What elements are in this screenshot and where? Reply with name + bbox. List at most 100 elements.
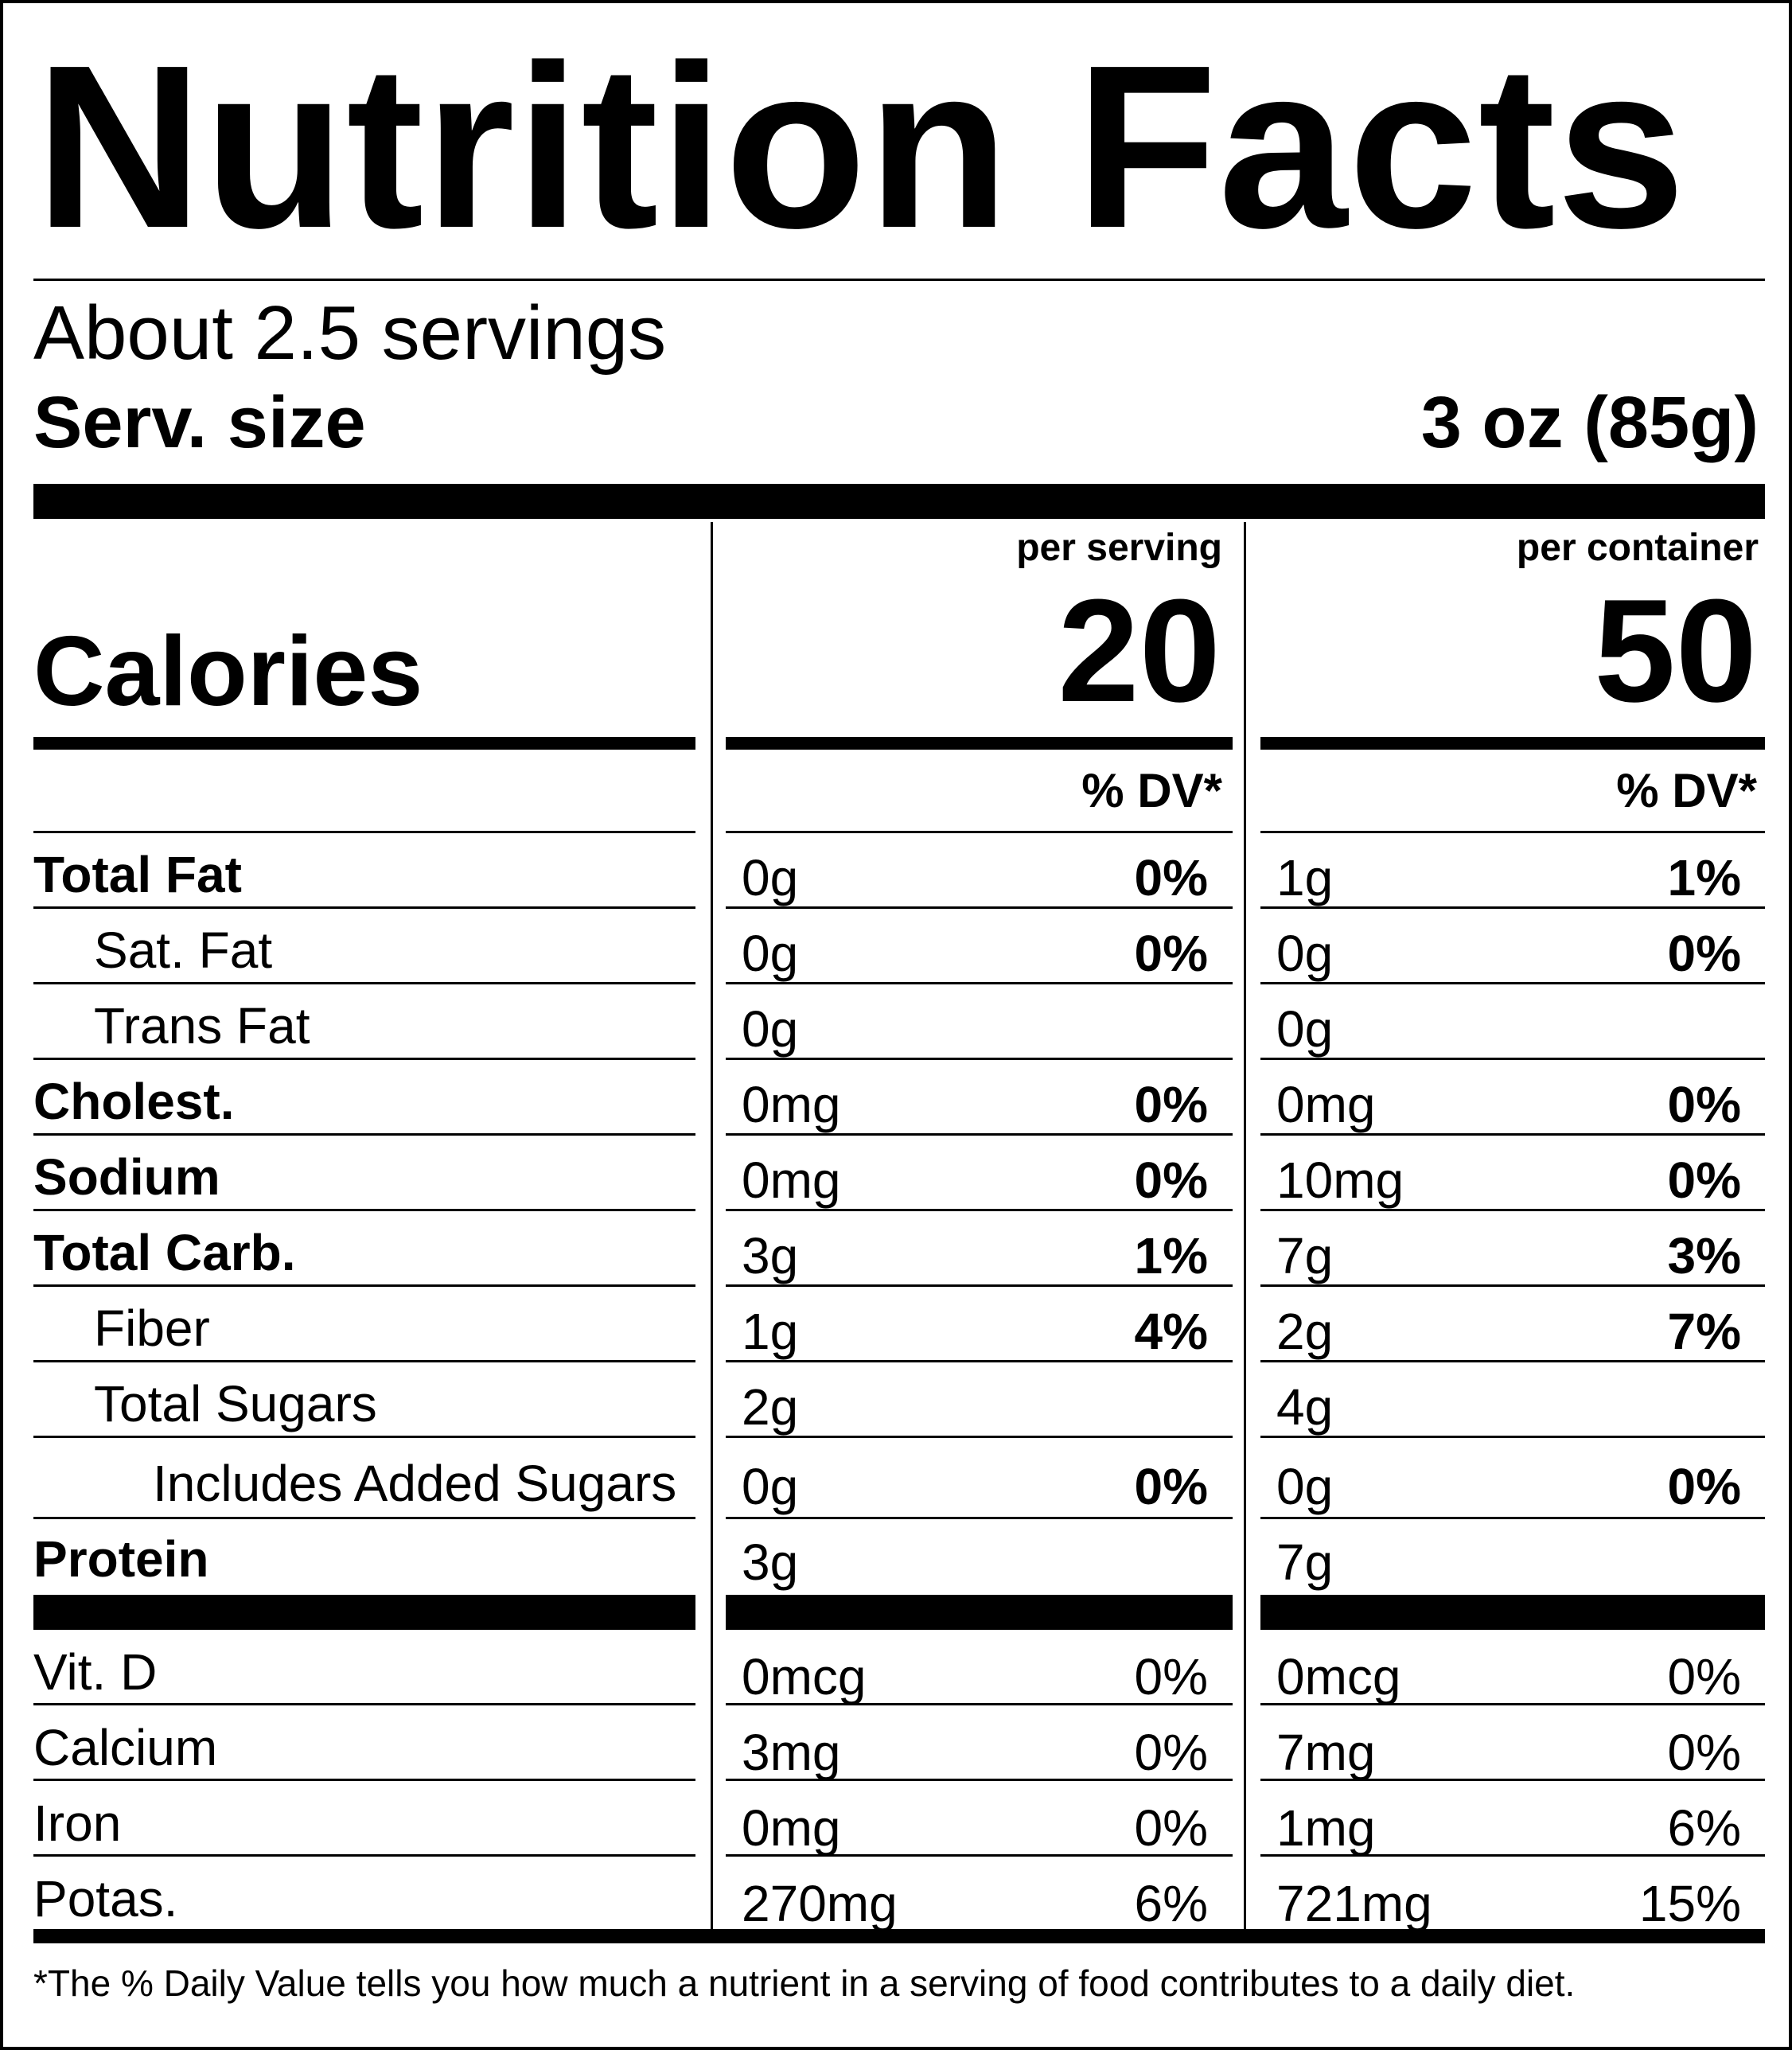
container-daily-value: 0% [1667,1152,1742,1209]
vitamin-row-divider [33,1703,695,1705]
serving-daily-value: 6% [1134,1875,1209,1932]
nutrient-label: Total Sugars [94,1375,377,1432]
container-amount: 2g [1276,1303,1334,1360]
row-divider [726,1360,1233,1362]
container-daily-value: 0% [1667,1648,1742,1705]
serving-daily-value: 0% [1134,849,1209,906]
row-divider [33,1209,695,1211]
container-daily-value: 0% [1667,1076,1742,1133]
vitamin-label: Iron [33,1795,122,1852]
vitamin-label: Vit. D [33,1643,158,1701]
serving-size-value: 3 oz (85g) [1420,382,1759,463]
container-amount: 1g [1276,849,1334,906]
row-divider [33,1133,695,1136]
vitamin-row-divider [1260,1703,1765,1705]
container-daily-value: 0% [1667,1458,1742,1515]
servings-per-container: About 2.5 servings [33,290,667,376]
thick-divider-top [33,484,1765,519]
row-divider [726,906,1233,909]
container-daily-value: 7% [1667,1303,1742,1360]
serving-amount: 270mg [742,1875,898,1932]
row-divider [1260,1517,1765,1519]
serving-amount: 0mg [742,1152,841,1209]
nutrient-label: Protein [33,1530,209,1588]
nutrient-label: Cholest. [33,1073,235,1130]
row-divider [1260,1360,1765,1362]
serving-daily-value: 0% [1134,925,1209,982]
footnote: *The % Daily Value tells you how much a … [33,1962,1576,2004]
calories-bar-serving-col [726,737,1233,750]
nutrient-label: Total Fat [33,846,242,903]
column-header-container: per container [1516,527,1759,569]
dv-header-serving: % DV* [1081,764,1222,817]
row-divider [726,1517,1233,1519]
container-amount: 0g [1276,1458,1334,1515]
container-daily-value: 3% [1667,1227,1742,1284]
serving-amount: 3mg [742,1724,841,1781]
nutrient-label: Sodium [33,1148,220,1206]
container-amount: 0g [1276,1000,1334,1058]
serving-amount: 3g [742,1227,799,1284]
serving-amount: 1g [742,1303,799,1360]
container-amount: 4g [1276,1378,1334,1436]
vitamin-row-divider [726,1779,1233,1781]
nutrient-label: Fiber [94,1300,210,1357]
serving-daily-value: 0% [1134,1152,1209,1209]
serving-amount: 0g [742,925,799,982]
row-divider [33,982,695,984]
vitamin-row-divider [726,1703,1233,1705]
row-divider [1260,1058,1765,1060]
serving-amount: 2g [742,1378,799,1436]
row-divider [726,1133,1233,1136]
container-amount: 7mg [1276,1724,1376,1781]
row-divider [726,1284,1233,1287]
serving-daily-value: 1% [1134,1227,1209,1284]
container-daily-value: 1% [1667,849,1742,906]
column-separator-serving [711,522,713,1929]
row-divider [33,1284,695,1287]
row-divider [1260,1284,1765,1287]
serving-size-label: Serv. size [33,382,366,463]
container-daily-value: 6% [1667,1799,1742,1857]
vitamin-row-divider [1260,1854,1765,1857]
serving-amount: 3g [742,1534,799,1591]
row-divider [1260,906,1765,909]
calories-per-serving: 20 [1058,568,1221,732]
nutrient-label: Includes Added Sugars [153,1455,677,1512]
serving-daily-value: 0% [1134,1458,1209,1515]
title-divider [33,279,1765,281]
container-amount: 7g [1276,1227,1334,1284]
serving-daily-value: 0% [1134,1799,1209,1857]
row-divider [726,1209,1233,1211]
row-divider [1260,1209,1765,1211]
protein-bar-container-col [1260,1595,1765,1630]
protein-bar-label-col [33,1595,695,1630]
protein-bar-serving-col [726,1595,1233,1630]
container-amount: 10mg [1276,1152,1404,1209]
serving-amount: 0g [742,1458,799,1515]
container-daily-value: 15% [1638,1875,1741,1932]
serving-daily-value: 0% [1134,1076,1209,1133]
row-divider [1260,831,1765,833]
nutrient-label: Sat. Fat [94,922,273,979]
row-divider [726,982,1233,984]
row-divider [1260,1133,1765,1136]
row-divider [33,1436,695,1438]
row-divider [726,1058,1233,1060]
row-divider [726,831,1233,833]
container-amount: 0mcg [1276,1648,1401,1705]
nutrient-label: Total Carb. [33,1224,296,1281]
row-divider [1260,982,1765,984]
container-amount: 0g [1276,925,1334,982]
serving-daily-value: 4% [1134,1303,1209,1360]
container-daily-value: 0% [1667,925,1742,982]
vitamin-label: Potas. [33,1870,178,1927]
dv-header-container: % DV* [1616,764,1757,817]
row-divider [33,1517,695,1519]
serving-amount: 0mg [742,1799,841,1857]
row-divider [1260,1436,1765,1438]
calories-per-container: 50 [1594,568,1757,732]
serving-amount: 0g [742,849,799,906]
serving-amount: 0mg [742,1076,841,1133]
